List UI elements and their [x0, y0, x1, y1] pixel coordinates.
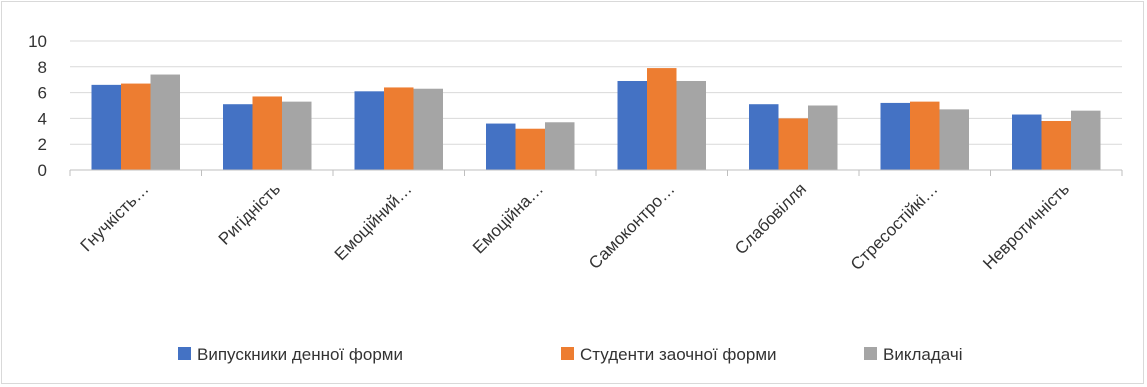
bar [749, 104, 779, 170]
bar [617, 80, 647, 170]
bar [413, 88, 443, 170]
category-label: Гнучкість… [77, 179, 153, 255]
bar [486, 123, 516, 170]
bar [1071, 110, 1101, 170]
bar [647, 68, 677, 170]
bar [1012, 114, 1042, 170]
bar [354, 91, 384, 170]
y-tick-label: 8 [38, 58, 47, 77]
legend: Випускники денної форми Студенти заочної … [178, 345, 962, 364]
bar [939, 109, 969, 170]
y-tick-label: 0 [38, 161, 47, 180]
bar [384, 87, 414, 170]
y-tick-label: 2 [38, 135, 47, 154]
legend-swatch [864, 347, 877, 360]
bar [282, 101, 312, 170]
x-axis [69, 169, 1123, 176]
bar [676, 80, 706, 170]
bar [150, 74, 180, 170]
legend-swatch [561, 347, 574, 360]
y-axis-ticks: 0 2 4 6 8 10 [28, 32, 47, 180]
category-label: Емоційна… [469, 179, 547, 257]
y-tick-label: 6 [38, 84, 47, 103]
bar [808, 105, 838, 170]
category-label: Ригідність [215, 179, 284, 248]
bar [545, 122, 575, 170]
bar [880, 102, 910, 170]
legend-label: Випускники денної форми [197, 345, 403, 364]
y-tick-label: 4 [38, 109, 47, 128]
bars [91, 68, 1101, 170]
category-label: Невротичність [979, 179, 1073, 273]
y-tick-label: 10 [28, 32, 47, 51]
bar [91, 84, 121, 170]
bar [121, 83, 151, 170]
legend-label: Викладачі [883, 345, 962, 364]
category-labels: Гнучкість… Ригідність Емоційний… Емоційна… С… [77, 179, 1074, 274]
bar [1041, 120, 1071, 170]
bar [223, 104, 253, 170]
bar [252, 96, 282, 170]
category-label: Стресостійкі… [847, 179, 942, 274]
bar [778, 118, 808, 170]
bar [515, 128, 545, 170]
bar [910, 101, 940, 170]
legend-label: Студенти заочної форми [580, 345, 777, 364]
category-label: Емоційний… [331, 179, 416, 264]
category-label: Слабовілля [731, 179, 810, 258]
legend-swatch [178, 347, 191, 360]
category-label: Самоконтро… [585, 179, 679, 273]
